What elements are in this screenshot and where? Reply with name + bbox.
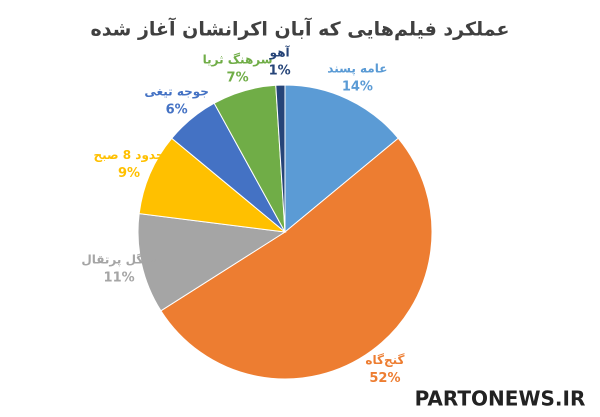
slice-label: گنج‌گاه [365, 353, 404, 367]
pie-slice [160, 137, 433, 380]
watermark: PARTONEWS.IR [415, 387, 586, 411]
value-label: 52% [369, 371, 400, 386]
watermark-box [412, 380, 600, 417]
value-label: 9% [118, 166, 140, 181]
slice-label: آهو [269, 45, 291, 61]
slice-label: عامه پسند [327, 62, 387, 76]
value-label: 6% [166, 103, 188, 118]
slice-label: جنگل پرتقال [81, 253, 156, 267]
pie-slice [275, 84, 286, 233]
value-label: 7% [227, 70, 249, 85]
pie-slice [284, 84, 399, 234]
slice-label: حدود 8 صبح [93, 148, 164, 163]
value-label: 1% [269, 64, 291, 79]
slice-label: سرهنگ ثریا [203, 52, 273, 66]
slice-label: جوجه تیغی [144, 85, 209, 100]
pie-slice [138, 137, 287, 233]
pie-slice [137, 213, 287, 312]
value-label: 14% [342, 80, 373, 95]
value-label: 11% [104, 271, 135, 286]
chart-title: عملکرد فیلم‌هایی که آبان اکرانشان آغاز ش… [90, 17, 509, 41]
